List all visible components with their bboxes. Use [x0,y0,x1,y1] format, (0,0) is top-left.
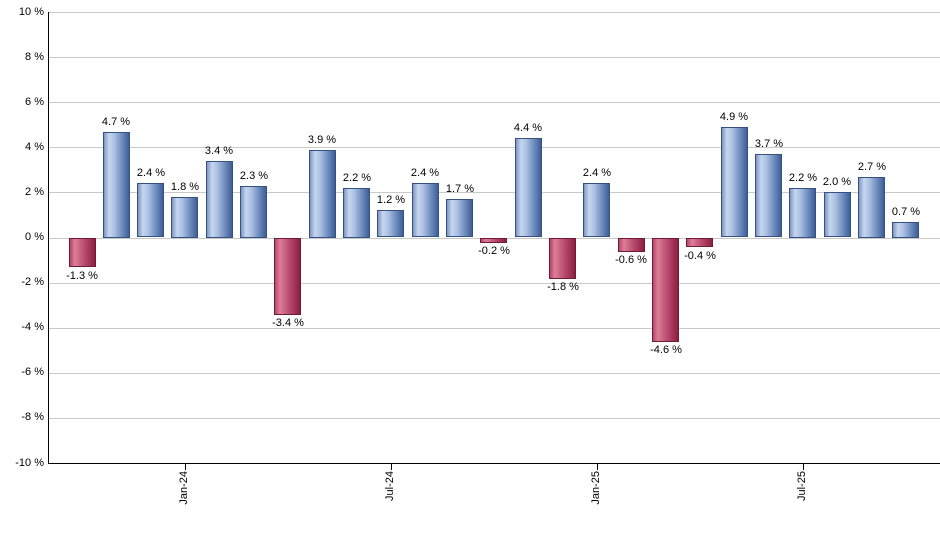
y-axis-label: 10 % [18,6,44,18]
bar-jan-24 [171,197,198,238]
bar-nov-23 [103,132,130,238]
y-axis-label: 2 % [25,186,44,198]
bar-value-label: 2.4 % [410,167,440,179]
bar-feb-25 [618,238,645,252]
bar-sep-24 [446,199,473,237]
gridline [48,418,940,419]
bar-aug-24 [412,183,439,237]
bar-value-label: -1.8 % [547,281,579,293]
bar-value-label: 2.4 % [582,167,612,179]
bar-feb-24 [206,161,233,238]
x-axis-label: Jan-25 [590,471,602,505]
bar-jul-25 [789,188,816,238]
y-axis-label: 4 % [25,141,44,153]
gridline [48,102,940,103]
bar-value-label: 1.8 % [170,181,200,193]
gridline [48,192,940,193]
bar-value-label: 4.9 % [719,111,749,123]
bar-dec-24 [549,238,576,279]
bar-value-label: -0.4 % [684,250,716,262]
bar-may-24 [309,150,336,238]
x-axis-line [48,463,940,464]
gridline [48,373,940,374]
y-axis-label: -10 % [15,457,44,469]
bar-nov-24 [515,138,542,237]
bar-mar-25 [652,238,679,342]
y-axis-line [48,12,49,464]
bar-value-label: 4.7 % [101,116,131,128]
y-axis-label: 8 % [25,51,44,63]
bar-oct-25 [892,222,919,238]
bar-value-label: -1.3 % [66,270,98,282]
gridline [48,283,940,284]
bar-value-label: 2.2 % [788,172,818,184]
gridline [48,12,940,13]
x-axis-tick [597,463,598,470]
bar-value-label: 3.7 % [754,138,784,150]
x-axis-tick [185,463,186,470]
gridline [48,57,940,58]
y-axis-label: 0 % [25,231,44,243]
x-axis-tick [803,463,804,470]
bar-value-label: 2.3 % [239,170,269,182]
bar-value-label: -0.2 % [478,245,510,257]
bar-value-label: 4.4 % [513,122,543,134]
bar-value-label: 0.7 % [891,206,921,218]
bar-value-label: -0.6 % [615,254,647,266]
bar-jan-25 [583,183,610,237]
bar-value-label: 2.0 % [822,176,852,188]
x-axis-label: Jan-24 [178,471,190,505]
x-axis-label: Jul-25 [796,471,808,501]
bar-jul-24 [377,210,404,237]
bar-value-label: -3.4 % [272,317,304,329]
y-axis-label: -2 % [21,276,44,288]
bar-value-label: 1.2 % [376,194,406,206]
x-axis-tick [391,463,392,470]
bar-value-label: 3.4 % [204,145,234,157]
bar-apr-24 [274,238,301,315]
bar-mar-24 [240,186,267,238]
x-axis-label: Jul-24 [384,471,396,501]
bar-value-label: 2.2 % [342,172,372,184]
bar-value-label: 2.4 % [136,167,166,179]
bar-sep-25 [858,177,885,238]
y-axis-label: -8 % [21,411,44,423]
gridline [48,328,940,329]
bar-value-label: 1.7 % [445,183,475,195]
bar-value-label: -4.6 % [650,344,682,356]
bar-may-25 [721,127,748,237]
y-axis-label: 6 % [25,96,44,108]
bar-jun-25 [755,154,782,237]
bar-jun-24 [343,188,370,238]
bar-dec-23 [137,183,164,237]
bar-apr-25 [686,238,713,247]
gridline [48,147,940,148]
bar-value-label: 3.9 % [307,134,337,146]
bar-value-label: 2.7 % [857,161,887,173]
y-axis-label: -6 % [21,366,44,378]
y-axis-label: -4 % [21,321,44,333]
bar-oct-24 [480,238,507,243]
bar-aug-25 [824,192,851,237]
bar-oct-23 [69,238,96,267]
